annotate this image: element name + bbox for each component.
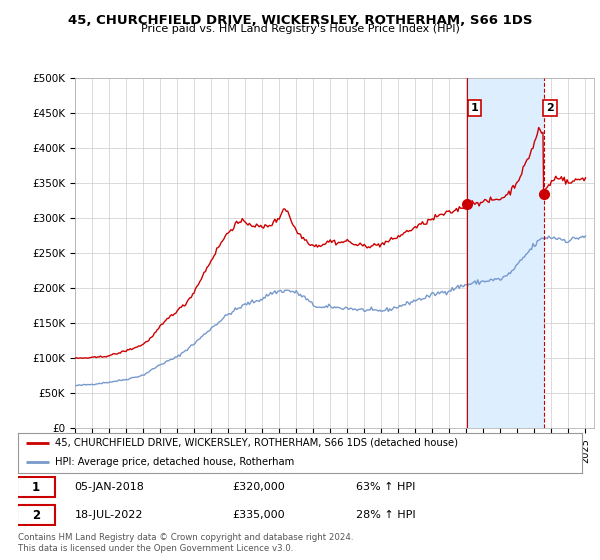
Text: 05-JAN-2018: 05-JAN-2018 xyxy=(74,482,144,492)
Text: 28% ↑ HPI: 28% ↑ HPI xyxy=(356,510,416,520)
FancyBboxPatch shape xyxy=(17,477,55,497)
Text: Price paid vs. HM Land Registry's House Price Index (HPI): Price paid vs. HM Land Registry's House … xyxy=(140,24,460,34)
Text: 1: 1 xyxy=(32,480,40,493)
Bar xyxy=(467,78,544,428)
Text: 18-JUL-2022: 18-JUL-2022 xyxy=(74,510,143,520)
Text: £320,000: £320,000 xyxy=(232,482,285,492)
Text: £335,000: £335,000 xyxy=(232,510,285,520)
Text: 2: 2 xyxy=(546,103,554,113)
Text: 1: 1 xyxy=(470,103,478,113)
Text: Contains HM Land Registry data © Crown copyright and database right 2024.
This d: Contains HM Land Registry data © Crown c… xyxy=(18,533,353,553)
Text: 2: 2 xyxy=(32,509,40,522)
Text: HPI: Average price, detached house, Rotherham: HPI: Average price, detached house, Roth… xyxy=(55,457,294,467)
FancyBboxPatch shape xyxy=(17,505,55,525)
Text: 45, CHURCHFIELD DRIVE, WICKERSLEY, ROTHERHAM, S66 1DS: 45, CHURCHFIELD DRIVE, WICKERSLEY, ROTHE… xyxy=(68,14,532,27)
Text: 63% ↑ HPI: 63% ↑ HPI xyxy=(356,482,416,492)
Text: 45, CHURCHFIELD DRIVE, WICKERSLEY, ROTHERHAM, S66 1DS (detached house): 45, CHURCHFIELD DRIVE, WICKERSLEY, ROTHE… xyxy=(55,438,458,448)
